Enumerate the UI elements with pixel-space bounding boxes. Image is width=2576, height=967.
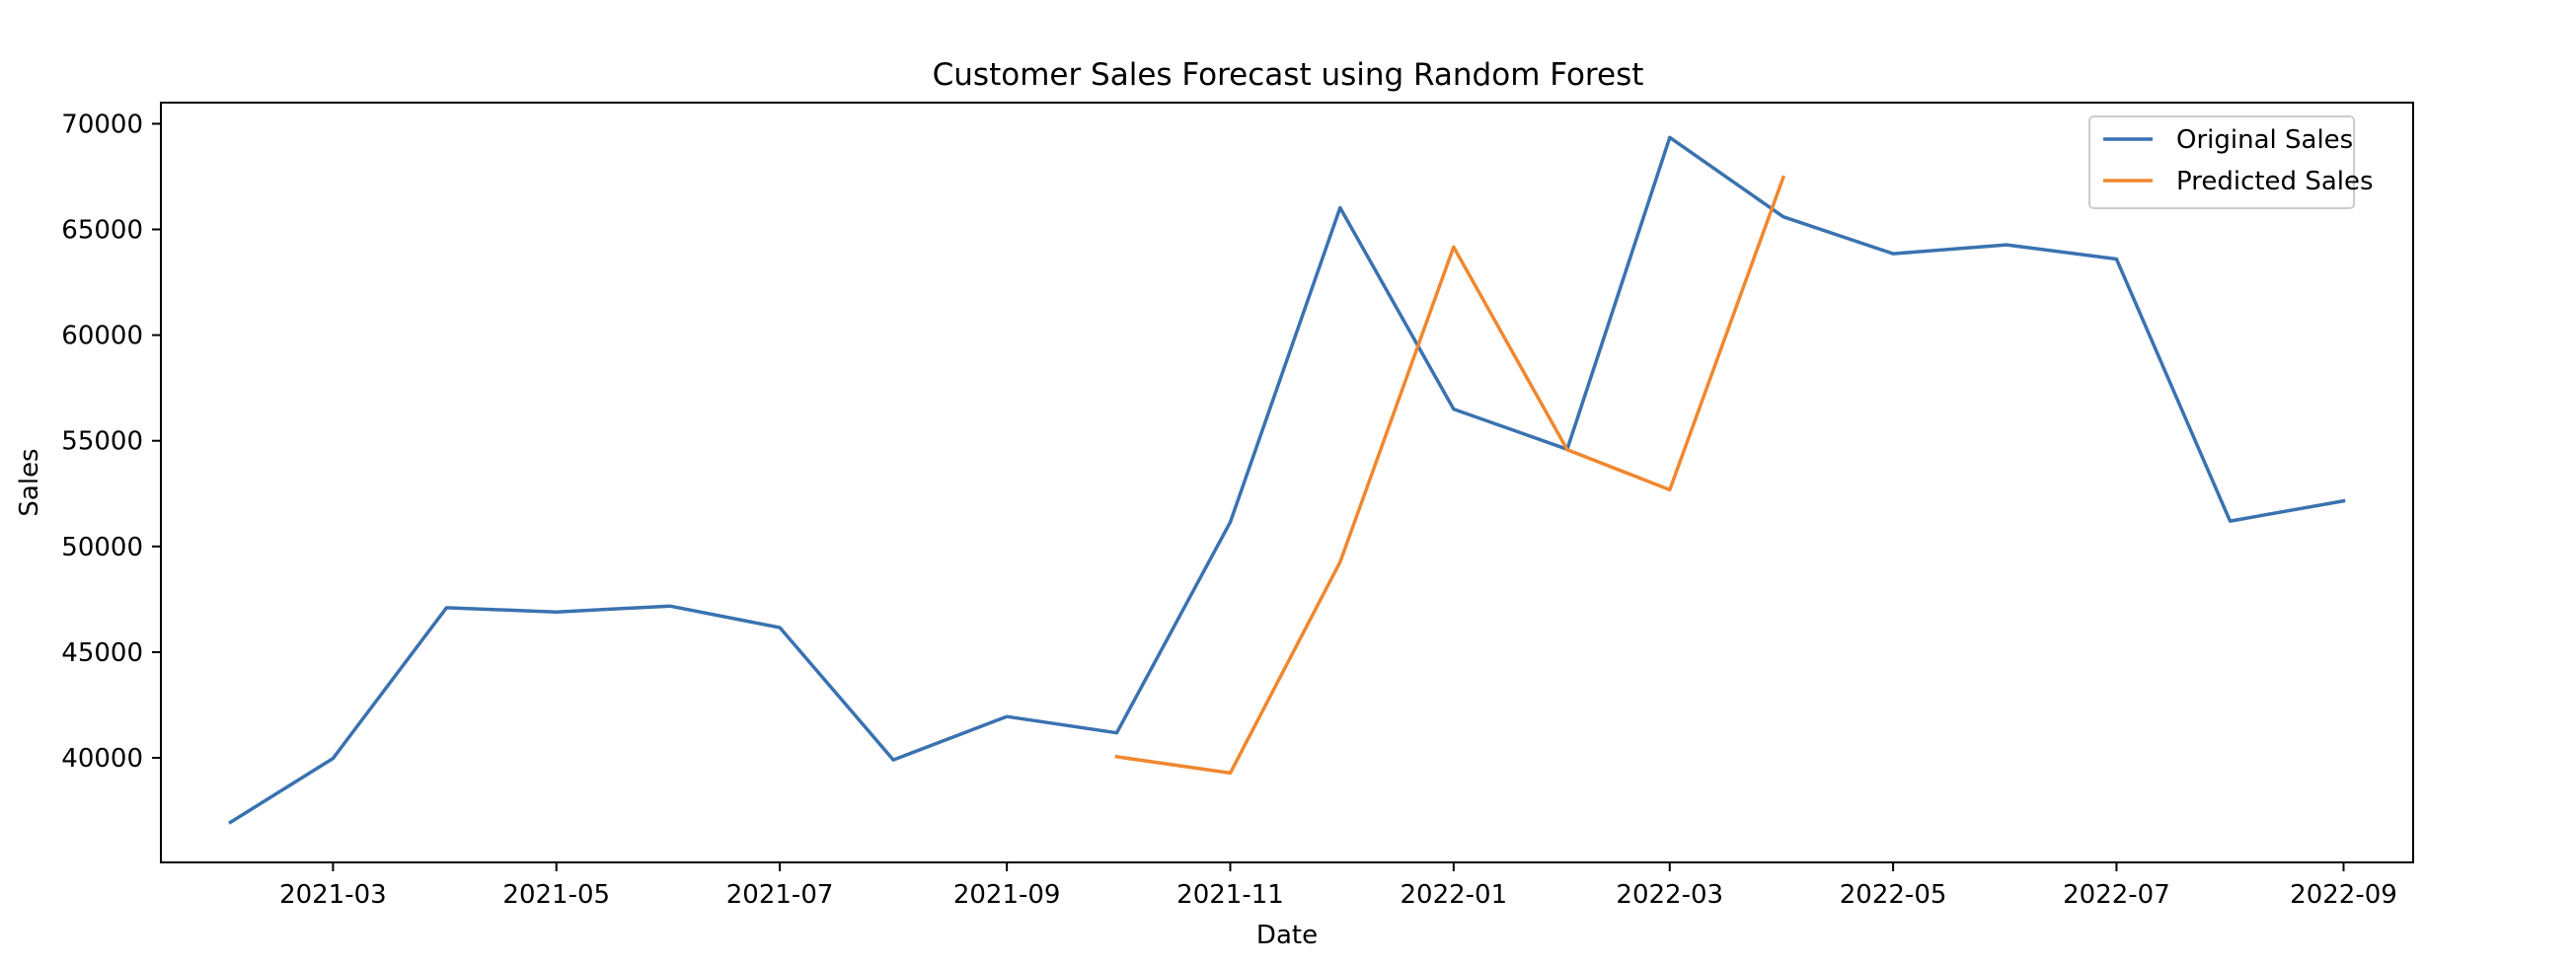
x-tick-label: 2022-03 <box>1616 880 1723 910</box>
x-axis: 2021-03 2021-05 2021-07 2021-09 2021-11 2022-… <box>279 862 2397 910</box>
x-tick-label: 2021-09 <box>953 880 1061 910</box>
plot-frame <box>160 102 2414 863</box>
x-tick-label: 2022-09 <box>2290 880 2397 910</box>
y-tick-label: 50000 <box>61 533 143 562</box>
y-axis-label: Sales <box>15 448 44 516</box>
y-tick-label: 55000 <box>61 427 143 457</box>
legend-box <box>2088 115 2355 209</box>
series-line-predicted-sales <box>1114 175 1786 776</box>
legend: Original Sales Predicted Sales <box>2088 115 2374 209</box>
chart-title: Customer Sales Forecast using Random For… <box>933 57 1644 93</box>
x-tick-label: 2022-07 <box>2063 880 2170 910</box>
x-axis-label: Date <box>1256 921 1318 950</box>
y-tick-label: 45000 <box>61 638 143 668</box>
x-tick-label: 2021-11 <box>1176 880 1284 910</box>
legend-label-predicted-sales: Predicted Sales <box>2176 167 2374 196</box>
x-tick-label: 2021-07 <box>726 880 834 910</box>
y-tick-label: 40000 <box>61 744 143 774</box>
x-tick-label: 2021-03 <box>279 880 387 910</box>
x-tick-label: 2022-05 <box>1840 880 1947 910</box>
plot-lines <box>228 135 2346 825</box>
x-tick-label: 2021-05 <box>502 880 610 910</box>
y-tick-label: 65000 <box>61 216 143 246</box>
y-tick-label: 70000 <box>61 110 143 139</box>
y-axis: 40000 45000 50000 55000 60000 65000 70000 <box>61 110 161 774</box>
x-tick-label: 2022-01 <box>1401 880 1508 910</box>
series-line-original-sales <box>228 135 2346 825</box>
y-tick-label: 60000 <box>61 322 143 351</box>
legend-label-original-sales: Original Sales <box>2176 125 2353 155</box>
